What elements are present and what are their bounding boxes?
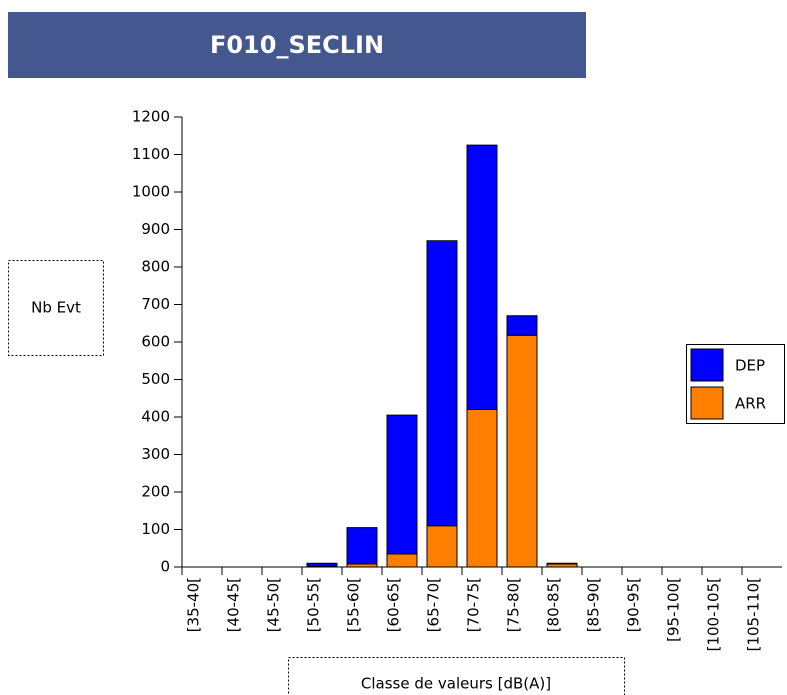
x-tick-label: [80-85[ xyxy=(545,577,563,632)
x-tick-label: [75-80[ xyxy=(505,577,523,632)
x-tick-label: [105-110[ xyxy=(745,577,763,651)
x-tick-label: [35-40[ xyxy=(185,577,203,632)
bar-segment xyxy=(506,334,538,568)
x-tick-label: [55-60[ xyxy=(345,577,363,632)
y-tick-label: 1100 xyxy=(132,145,170,163)
y-tick-label: 100 xyxy=(141,520,170,538)
x-tick-label: [60-65[ xyxy=(385,577,403,632)
legend-swatch xyxy=(690,386,724,420)
bar-segment xyxy=(426,240,458,527)
x-axis-label: Classe de valeurs [dB(A)] xyxy=(361,675,551,693)
y-tick-label: 800 xyxy=(141,258,170,276)
x-tick-label: [45-50[ xyxy=(265,577,283,632)
x-label-box xyxy=(288,657,625,695)
legend-label: ARR xyxy=(735,395,766,413)
legend-swatch xyxy=(690,348,724,382)
y-label-box xyxy=(8,260,104,356)
y-axis-label: Nb Evt xyxy=(31,299,81,317)
title-banner xyxy=(8,12,586,78)
y-tick-label: 0 xyxy=(160,558,170,576)
x-tick-label: [65-70[ xyxy=(425,577,443,632)
bar-segment xyxy=(506,315,538,336)
y-tick-label: 200 xyxy=(141,483,170,501)
bar-segment xyxy=(306,562,338,567)
bar-segment xyxy=(426,525,458,568)
y-tick-label: 400 xyxy=(141,408,170,426)
y-tick-label: 600 xyxy=(141,333,170,351)
chart-title: F010_SECLIN xyxy=(210,31,384,59)
x-tick-label: [95-100[ xyxy=(665,577,683,642)
x-tick-label: [40-45[ xyxy=(225,577,243,632)
x-tick-label: [85-90[ xyxy=(585,577,603,632)
y-tick-label: 1000 xyxy=(132,183,170,201)
x-tick-label: [50-55[ xyxy=(305,577,323,632)
y-tick-label: 1200 xyxy=(132,108,170,126)
bar-segment xyxy=(386,414,418,555)
y-tick-label: 700 xyxy=(141,295,170,313)
bar-segment xyxy=(466,144,498,410)
bar-segment xyxy=(546,562,578,565)
x-tick-label: [70-75[ xyxy=(465,577,483,632)
bar-segment xyxy=(466,409,498,568)
bar-segment xyxy=(346,527,378,565)
y-tick-label: 300 xyxy=(141,445,170,463)
x-tick-label: [100-105[ xyxy=(705,577,723,651)
legend-label: DEP xyxy=(735,357,765,375)
bar-segment xyxy=(386,553,418,568)
y-tick-label: 500 xyxy=(141,370,170,388)
x-tick-label: [90-95[ xyxy=(625,577,643,632)
y-tick-label: 900 xyxy=(141,220,170,238)
